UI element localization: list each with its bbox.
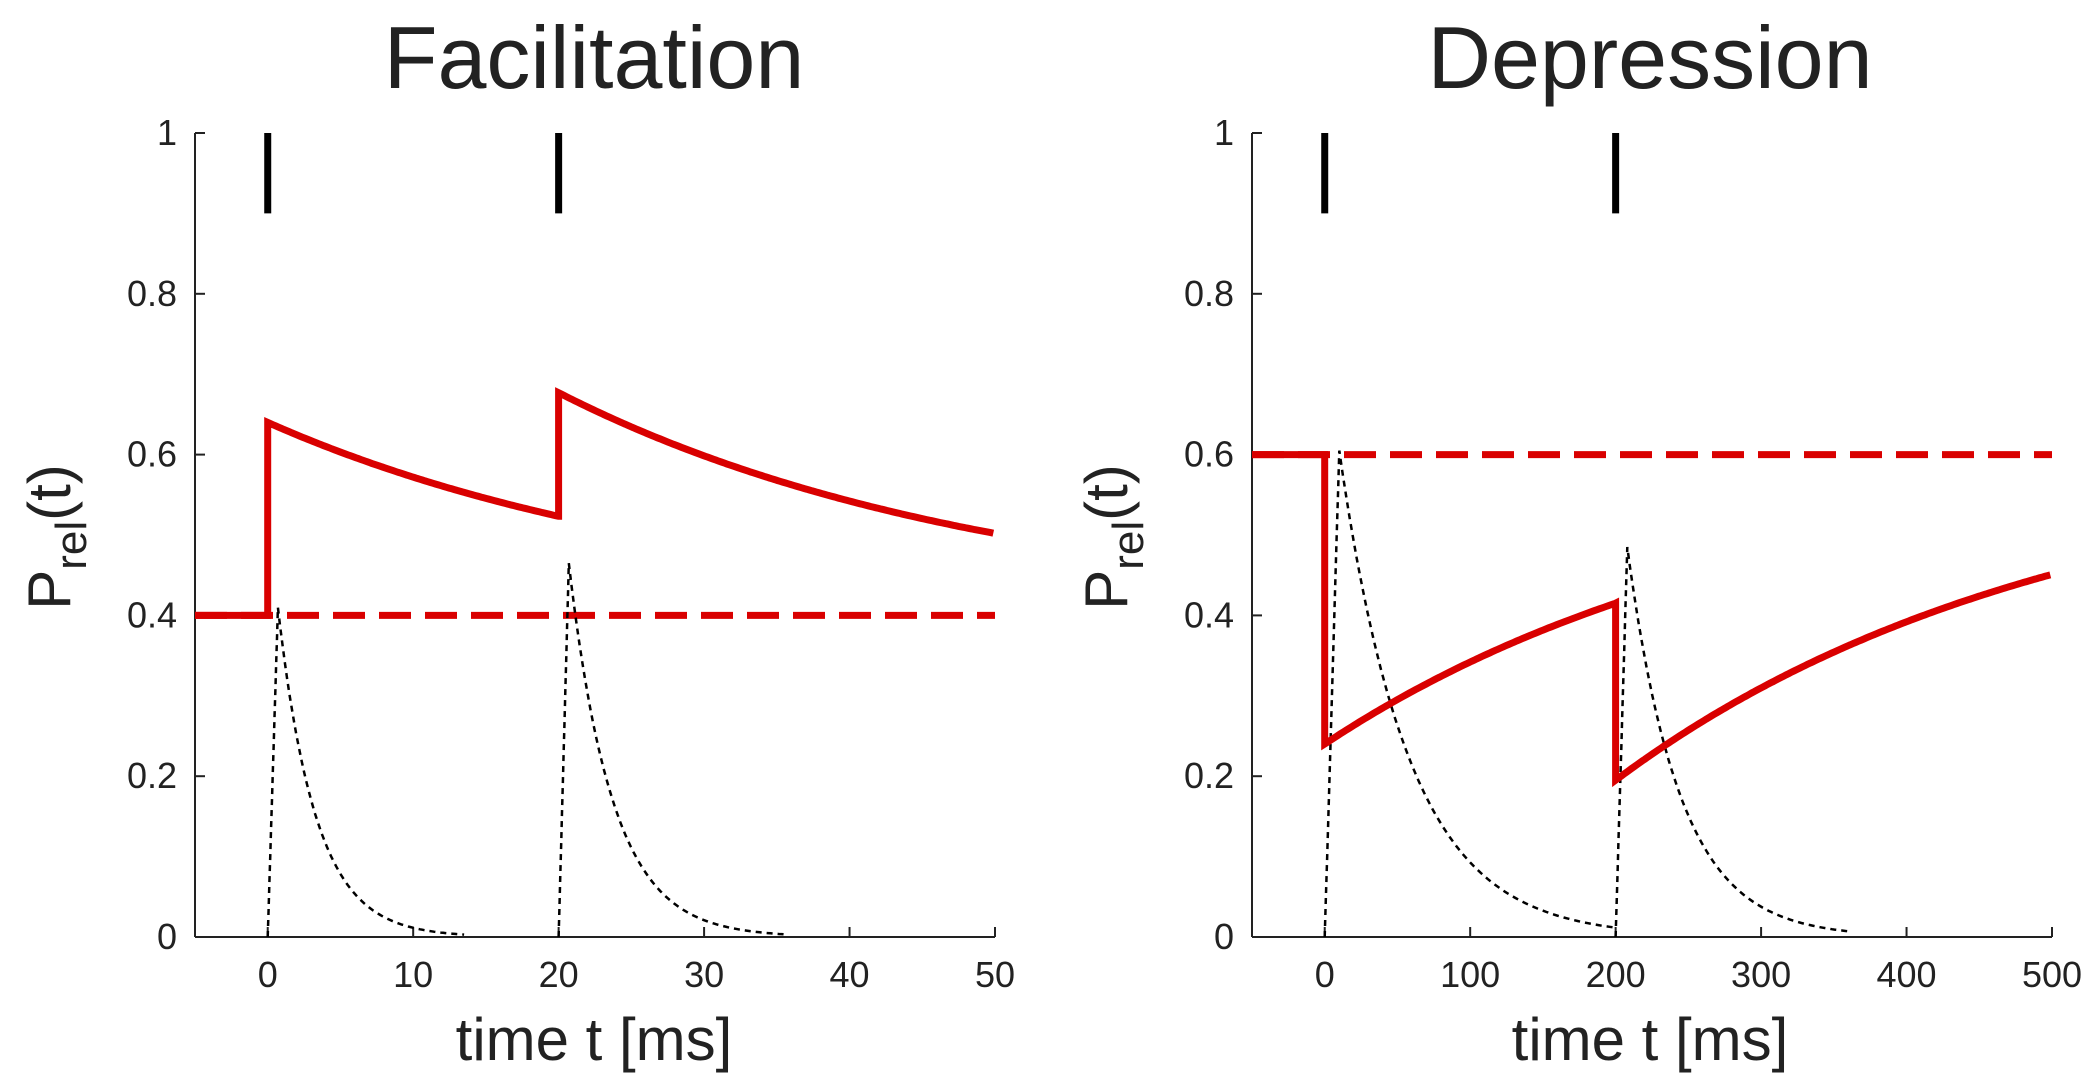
release-trace	[266, 607, 465, 938]
y-tick-label: 0.6	[127, 434, 177, 475]
y-axis-label-sub: rel	[1104, 521, 1153, 570]
chart-title: Facilitation	[384, 8, 805, 107]
y-tick-label: 0.2	[1184, 755, 1234, 796]
release-trace	[557, 562, 785, 938]
x-axis-label: time t [ms]	[456, 1006, 733, 1073]
x-tick-label: 10	[393, 954, 433, 995]
svg-text:Prel(t): Prel(t)	[1073, 464, 1153, 610]
x-axis-label: time t [ms]	[1512, 1006, 1789, 1073]
chart-title: Depression	[1427, 8, 1872, 107]
y-axis-label-main: P	[16, 570, 83, 610]
release-trace	[1323, 450, 1616, 938]
release-probability-line	[1252, 451, 2052, 788]
release-probability-line	[195, 387, 995, 619]
x-tick-label: 100	[1440, 954, 1500, 995]
x-tick-label: 0	[1315, 954, 1335, 995]
y-tick-label: 1	[1214, 112, 1234, 153]
x-tick-label: 40	[830, 954, 870, 995]
y-axis-label-main: P	[1073, 570, 1140, 610]
x-tick-label: 50	[975, 954, 1015, 995]
chart-depression: Depression time t [ms] Prel(t) 0 0.2 0.4 0.…	[1073, 8, 2082, 1073]
y-axis-label-sub: rel	[47, 521, 96, 570]
y-axis-label: Prel(t)	[1073, 464, 1153, 610]
x-tick-label: 400	[1877, 954, 1937, 995]
y-axis-label-suffix: (t)	[1073, 464, 1140, 521]
x-tick-label: 20	[539, 954, 579, 995]
y-tick-label: 0.4	[1184, 594, 1234, 635]
y-tick-label: 0.6	[1184, 434, 1234, 475]
y-tick-label: 0.8	[127, 273, 177, 314]
x-tick-label: 200	[1586, 954, 1646, 995]
x-tick-label: 500	[2022, 954, 2082, 995]
y-axis-label: Prel(t)	[16, 464, 96, 610]
y-tick-label: 0.2	[127, 755, 177, 796]
y-tick-label: 0	[1214, 916, 1234, 957]
x-tick-label: 30	[684, 954, 724, 995]
y-axis-label-suffix: (t)	[16, 464, 83, 521]
release-trace	[1614, 546, 1849, 938]
x-tick-label: 0	[258, 954, 278, 995]
y-tick-label: 1	[157, 112, 177, 153]
x-tick-label: 300	[1731, 954, 1791, 995]
chart-facilitation: Facilitation time t [ms] Prel(t) 0 0.2 0.4…	[16, 8, 1015, 1073]
y-tick-label: 0.4	[127, 594, 177, 635]
y-tick-label: 0	[157, 916, 177, 957]
svg-text:Prel(t): Prel(t)	[16, 464, 96, 610]
y-tick-label: 0.8	[1184, 273, 1234, 314]
